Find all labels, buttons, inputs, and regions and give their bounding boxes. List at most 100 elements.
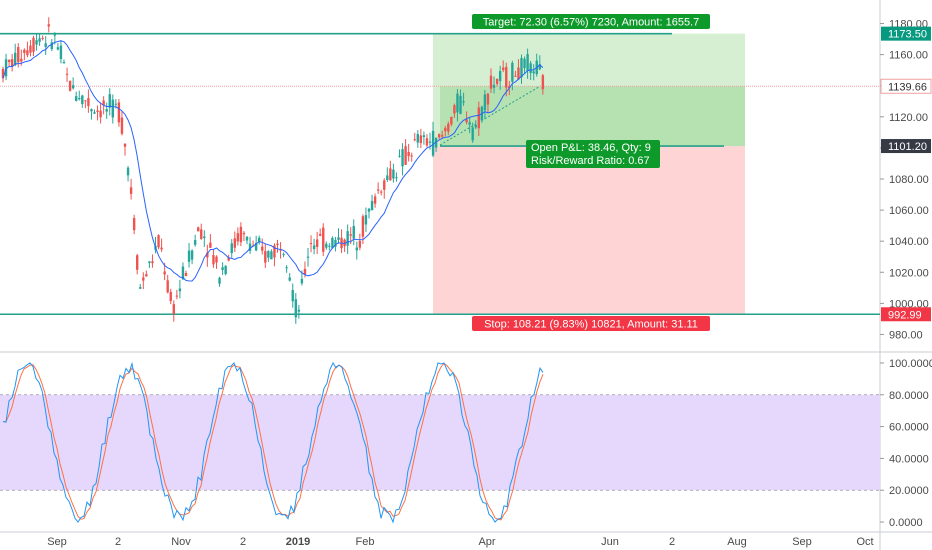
candle-body	[160, 247, 163, 250]
candle-body	[337, 237, 340, 240]
price-tick-label: 1060.00	[889, 205, 929, 217]
stochastic-band	[0, 394, 880, 491]
candle-body	[187, 250, 191, 262]
candle-body	[407, 151, 410, 157]
candle-body	[309, 243, 313, 245]
candle-body	[358, 240, 362, 248]
candle-body	[428, 141, 432, 143]
candle-body	[376, 189, 380, 191]
stop-label-text: Stop: 108.21 (9.83%) 10821, Amount: 31.1…	[484, 319, 698, 331]
target-label[interactable]: Target: 72.30 (6.57%) 7230, Amount: 1655…	[472, 14, 710, 29]
candle-body	[276, 243, 279, 245]
candle-body	[212, 255, 215, 265]
candle-body	[361, 216, 365, 237]
stochastic-tick-label: 0.0000	[889, 517, 923, 529]
candle-body	[139, 287, 142, 289]
candle-body	[444, 128, 447, 132]
candle-body	[175, 295, 179, 297]
candle-body	[505, 66, 508, 88]
stochastic-tick-label: 100.0000	[889, 358, 932, 370]
candle-body	[108, 94, 111, 108]
time-tick-label: Aug	[727, 536, 747, 548]
candle-body	[267, 251, 270, 258]
candle-body	[29, 45, 32, 53]
candle-body	[111, 99, 114, 118]
candle-body	[450, 116, 453, 125]
candle-body	[14, 52, 17, 66]
candle-body	[334, 239, 337, 247]
candle-body	[96, 110, 99, 112]
candle-body	[370, 201, 374, 211]
candle-body	[398, 155, 401, 157]
price-tag-value: 1173.50	[888, 29, 927, 41]
candle-body	[294, 299, 297, 318]
candle-body	[184, 273, 188, 276]
stop-label[interactable]: Stop: 108.21 (9.83%) 10821, Amount: 31.1…	[472, 316, 710, 331]
candle-body	[410, 155, 413, 157]
candle-body	[129, 187, 133, 194]
candle-body	[203, 236, 206, 238]
candle-body	[75, 96, 78, 101]
candle-body	[47, 24, 50, 27]
stochastic-axis[interactable]: 100.0000 80.0000 60.0000 40.0000 20.0000 0.00…	[880, 358, 932, 529]
time-axis[interactable]: Sep 2 Nov 2 2019 Feb Apr Jun 2 Aug Sep Oct	[47, 536, 873, 548]
price-tick-label: 1120.00	[889, 112, 928, 124]
candle-body	[502, 67, 505, 70]
candle-body	[206, 252, 209, 258]
candle-body	[319, 234, 322, 236]
candle-body	[68, 80, 72, 91]
candle-body	[44, 43, 47, 47]
candle-body	[312, 245, 316, 250]
price-axis[interactable]: 1180.001160.001140.001120.001100.001080.…	[880, 19, 932, 342]
time-tick-label: 2	[115, 536, 121, 548]
stochastic-pane[interactable]	[0, 361, 880, 524]
price-tag-value: 1101.20	[888, 141, 927, 153]
candle-body	[498, 71, 502, 82]
candle-body	[17, 47, 20, 63]
candle-body	[492, 84, 496, 88]
candle-body	[120, 117, 124, 134]
candle-body	[209, 242, 212, 248]
candle-body	[10, 59, 14, 67]
candle-body	[78, 98, 81, 100]
candle-body	[123, 143, 127, 147]
candle-body	[273, 245, 276, 258]
candle-body	[148, 261, 151, 263]
candle-body	[157, 235, 160, 248]
candle-body	[297, 309, 301, 312]
candle-body	[392, 169, 395, 179]
candle-body	[441, 135, 444, 137]
candle-body	[367, 208, 371, 212]
candle-body	[248, 243, 252, 251]
candle-body	[520, 57, 523, 78]
candle-body	[419, 135, 423, 144]
time-tick-label: Sep	[792, 536, 812, 548]
candle-body	[84, 100, 87, 102]
candle-body	[303, 268, 307, 275]
price-tag-value: 1139.66	[888, 81, 927, 93]
candle-body	[81, 95, 84, 105]
candle-body	[163, 271, 166, 275]
candle-body	[190, 250, 194, 260]
candle-body	[291, 290, 294, 302]
candle-body	[380, 191, 383, 193]
candle-body	[197, 227, 200, 232]
candle-body	[117, 102, 121, 123]
candle-body	[4, 59, 8, 77]
candle-body	[7, 59, 11, 62]
candle-body	[285, 267, 288, 269]
candle-body	[172, 304, 175, 315]
candle-body	[306, 256, 310, 258]
candle-body	[233, 238, 236, 248]
candle-body	[65, 73, 69, 75]
pnl-diagonal	[439, 85, 541, 146]
price-tag-bg	[881, 139, 931, 154]
candle-body	[132, 217, 136, 231]
candle-body	[114, 103, 118, 105]
candle-body	[227, 257, 230, 261]
candle-body	[87, 98, 90, 107]
candle-body	[526, 54, 529, 71]
candle-body	[151, 261, 154, 264]
